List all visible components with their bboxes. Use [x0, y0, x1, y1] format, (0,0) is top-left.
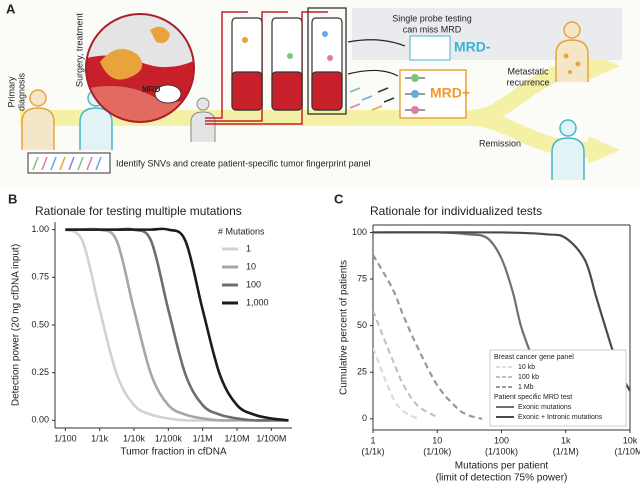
series-line: [373, 310, 438, 418]
metastatic-label: Metastatic: [507, 66, 549, 76]
legend-group-title: Patient specific MRD test: [494, 394, 572, 401]
charts: B Rationale for testing multiple mutation…: [8, 191, 640, 483]
chart-title: Rationale for individualized tests: [370, 204, 542, 218]
y-tick-label: 0.00: [31, 415, 49, 425]
x-axis-label: Mutations per patient: [455, 461, 549, 472]
probe-dots: [411, 74, 419, 114]
primary-diagnosis-label: diagnosis: [16, 72, 26, 111]
arrow-head: [588, 136, 620, 164]
fingerprint-box: [27, 152, 111, 174]
x-tick-label: 1/10M: [224, 433, 249, 443]
surgery-label: Surgery, treatment: [74, 13, 84, 87]
chart: B Rationale for testing multiple mutation…: [8, 191, 292, 458]
legend-group-title: Breast cancer gene panel: [494, 354, 574, 361]
patient-metastatic: [555, 21, 589, 82]
legend-label: 10 kb: [518, 364, 535, 371]
x-tick-label: 1k: [561, 435, 571, 445]
metastatic-label: recurrence: [506, 77, 549, 87]
x-tick-sublabel: (1/1M): [553, 446, 579, 456]
series-line: [373, 347, 419, 420]
y-axis-label: Cumulative percent of patients: [339, 260, 350, 395]
x-tick-label: 1/100M: [256, 433, 286, 443]
series-line: [65, 227, 289, 422]
mrd-negative-label: MRD-: [454, 39, 491, 55]
x-tick-label: 1/100: [54, 433, 77, 443]
legend-label: 100 kb: [518, 374, 539, 381]
mrd-negative-box: [409, 35, 451, 61]
y-tick-label: 0.75: [31, 272, 49, 282]
x-tick-label: 1/1k: [91, 433, 109, 443]
x-tick-label: 1/10k: [123, 433, 146, 443]
y-tick-label: 100: [352, 227, 367, 237]
mrd-positive-label: MRD+: [430, 85, 470, 101]
chart-title: Rationale for testing multiple mutations: [35, 204, 242, 218]
probe-arrows: [347, 39, 406, 77]
patient-remission: [551, 119, 585, 180]
x-tick-label: 100: [494, 435, 509, 445]
legend-box: [489, 349, 627, 427]
x-tick-sublabel: (1/10M): [614, 446, 640, 456]
legend-label: 1 Mb: [518, 384, 534, 391]
tubes: [231, 17, 343, 111]
y-axis-label: Detection power (20 ng cfDNA input): [11, 244, 22, 406]
single-probe-label: Single probe testing: [392, 13, 472, 23]
inset-border: [85, 13, 195, 123]
legend-label: 10: [246, 261, 256, 271]
panel-a: A Primary diagnosis Surgery, treatment M…: [0, 0, 640, 186]
selected-tube-box: [307, 7, 347, 115]
legend-label: 1,000: [246, 297, 269, 307]
remission-label: Remission: [479, 138, 521, 148]
patient-orange: [21, 89, 55, 150]
legend-label: Exonic mutations: [518, 404, 572, 411]
fingerprint-glyphs: [32, 156, 102, 171]
x-axis-label: Tumor fraction in cfDNA: [120, 447, 227, 458]
panel-label: A: [6, 1, 16, 16]
primary-diagnosis-label: Primary: [6, 76, 16, 107]
x-tick-sublabel: (1/1k): [361, 446, 384, 456]
x-tick-label: 10k: [623, 435, 638, 445]
y-tick-label: 50: [357, 320, 367, 330]
series-line: [65, 227, 289, 422]
reads: [349, 87, 395, 111]
panel-label: B: [8, 191, 17, 206]
legend-label: Exonic + Intronic mutations: [518, 414, 603, 421]
fingerprint-label: Identify SNVs and create patient-specifi…: [116, 158, 371, 168]
panel-label: C: [334, 191, 344, 206]
x-tick-label: 10: [432, 435, 442, 445]
x-axis-label: (limit of detection 75% power): [436, 473, 568, 484]
series-line: [64, 228, 289, 422]
fragments: [242, 31, 333, 61]
y-tick-label: 0: [362, 413, 367, 423]
legend-label: 100: [246, 279, 261, 289]
series-line: [373, 254, 483, 420]
mrd-label: MRD: [142, 85, 160, 94]
x-tick-label: 1: [370, 435, 375, 445]
legend-label: 1: [246, 243, 251, 253]
y-tick-label: 0.25: [31, 367, 49, 377]
y-tick-label: 25: [357, 367, 367, 377]
series-line: [65, 227, 289, 422]
x-tick-label: 1/100k: [155, 433, 183, 443]
y-tick-label: 75: [357, 273, 367, 283]
x-tick-label: 1/1M: [193, 433, 213, 443]
legend-title: # Mutations: [218, 226, 265, 236]
single-probe-label: can miss MRD: [403, 24, 462, 34]
metastases: [563, 53, 581, 74]
mrd-cluster: [154, 84, 182, 104]
y-tick-label: 0.50: [31, 319, 49, 329]
patient-gray: [190, 97, 216, 142]
y-tick-label: 1.00: [31, 224, 49, 234]
chart: C Rationale for individualized tests Cumul…: [334, 191, 640, 483]
x-tick-sublabel: (1/10k): [423, 446, 451, 456]
x-tick-sublabel: (1/100k): [485, 446, 518, 456]
